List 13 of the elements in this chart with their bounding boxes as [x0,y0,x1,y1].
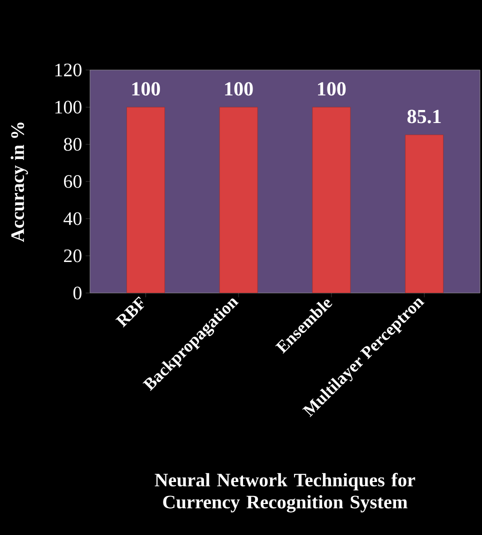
y-tick-label: 20 [64,249,82,262]
x-axis-title: Neural Network Techniques for Currency Recognition System [154,472,416,512]
y-tick-label: 120 [55,64,82,76]
y-tick-label: 0 [73,286,82,300]
data-label: 85.1 [407,110,441,124]
y-tick-label: 80 [64,138,82,151]
data-label: 100 [225,82,253,96]
data-label: 100 [318,82,346,96]
data-label: 100 [132,82,160,96]
y-tick-label: 40 [64,212,82,226]
y-tick-label: 60 [64,175,82,188]
y-axis-title: Accuracy in % [10,122,28,242]
y-tick-label: 100 [55,100,82,114]
